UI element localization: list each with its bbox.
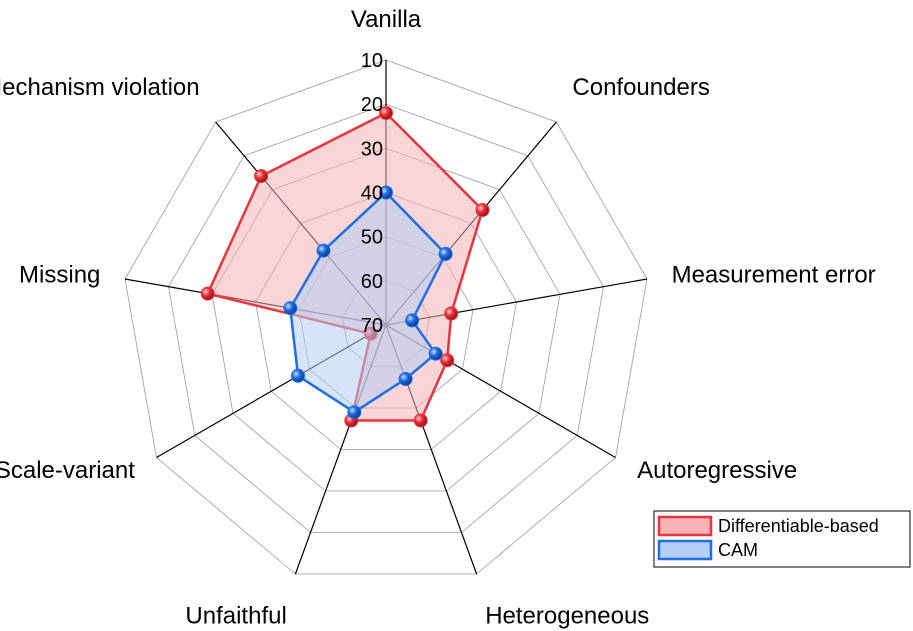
grid-ring [124,59,648,575]
data-point [475,203,490,217]
tick-label: 30 [361,138,383,160]
legend-label: CAM [718,540,758,560]
axis-label-unfaithful: Unfaithful [185,603,286,630]
data-point [398,372,413,386]
axis-label-heterogeneous: Heterogeneous [485,603,649,630]
series-cam [283,185,453,420]
tick-label: 10 [361,50,383,72]
tick-label: 70 [361,315,383,337]
data-point [283,301,298,316]
axis-label-missing: Missing [19,262,100,289]
data-point [291,368,305,383]
axis-label-confounders: Confounders [572,74,709,101]
data-point [379,185,393,200]
legend-swatch [657,515,713,537]
data-point [413,413,428,428]
data-point [379,106,393,120]
axis-label-autoregressive: Autoregressive [637,457,797,484]
legend-label: Differentiable-based [718,516,879,536]
grid-ring [168,103,604,533]
axis-labels: Vanilla Confounders Measurement error Autor… [0,6,876,630]
axis-label-scale-variant: Scale-variant [0,457,135,484]
legend: Differentiable-based CAM [653,510,911,568]
tick-label: 50 [361,227,383,249]
data-point [428,346,443,361]
data-point [444,306,459,321]
axis-label-vanilla: Vanilla [351,6,422,33]
legend-swatch [657,539,713,561]
radial-ticks: 10 20 30 40 50 60 70 [361,50,383,337]
data-point [405,313,420,328]
radar-series [200,106,490,428]
data-point [347,405,362,420]
axis-label-measurement-error: Measurement error [672,262,876,289]
data-point [254,169,269,184]
tick-label: 20 [361,94,383,116]
tick-label: 60 [361,271,383,293]
data-point [438,246,453,261]
data-point [316,243,331,258]
data-point [440,353,455,368]
tick-label: 40 [361,183,383,205]
data-point [200,286,215,301]
axis-label-mechanism-violation: Mechanism violation [0,74,200,101]
